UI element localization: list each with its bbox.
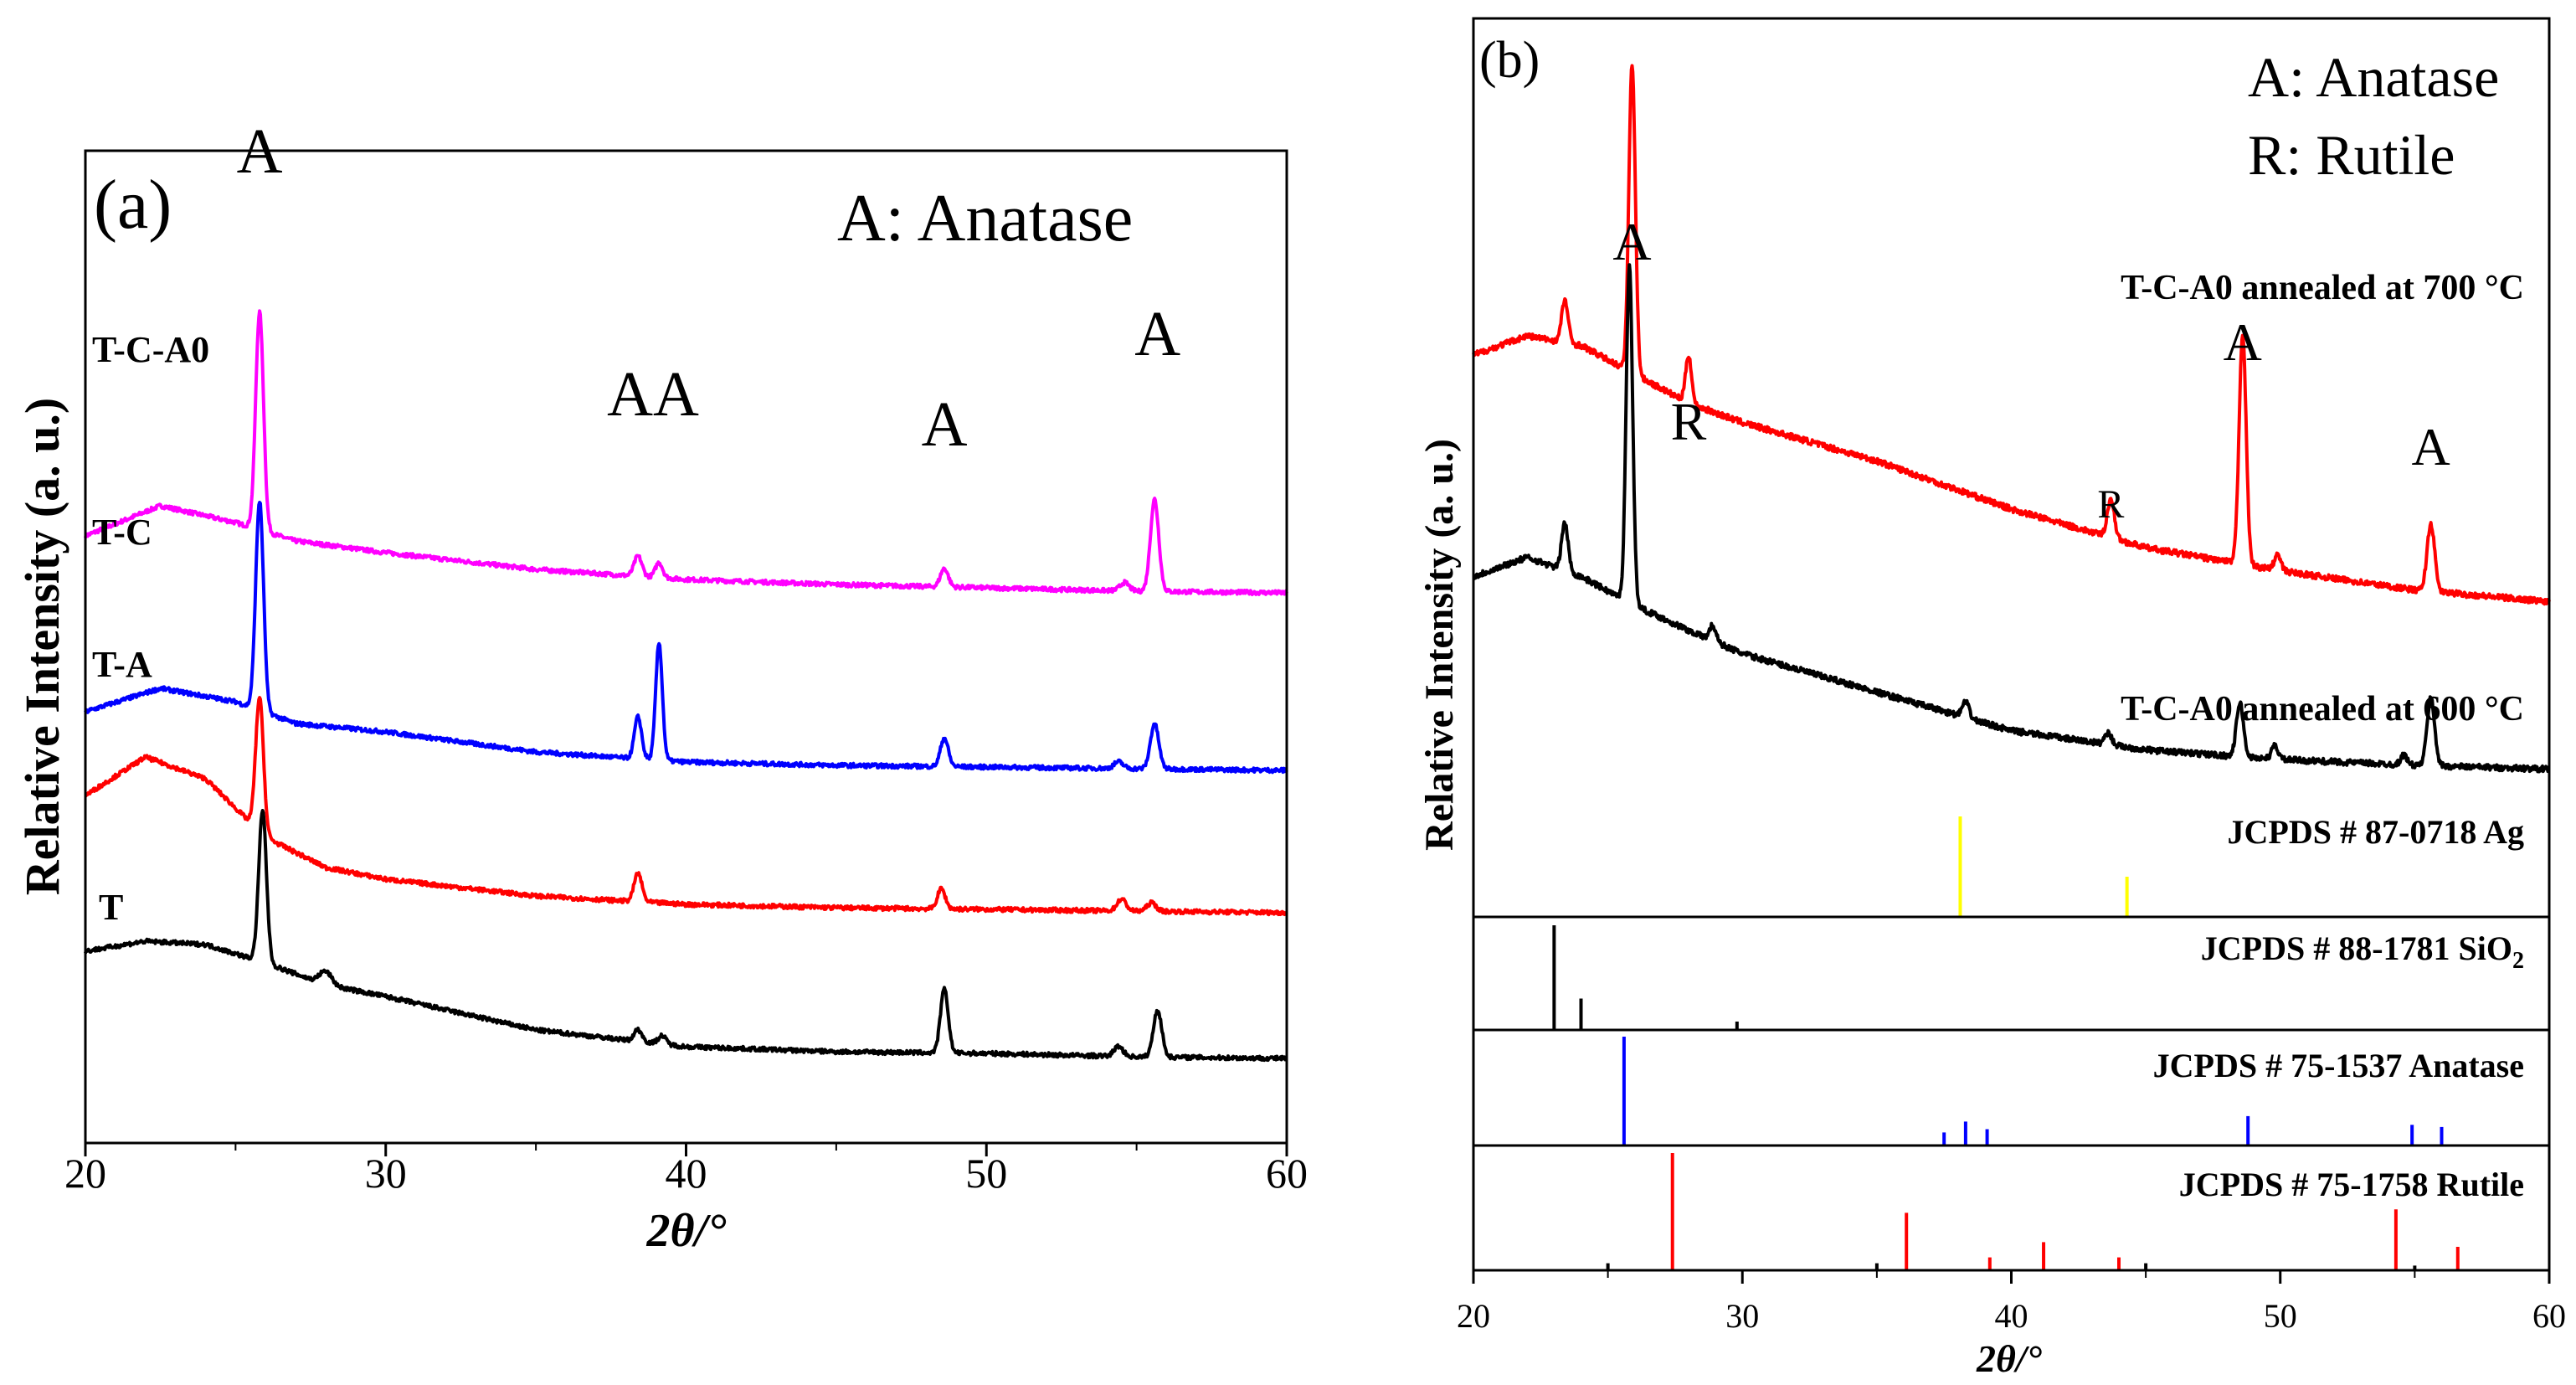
reference-label: JCPDS # 75-1537 Anatase [2153,1047,2524,1084]
x-tick-label: 30 [365,1150,407,1197]
peak-annotation: A [922,389,968,460]
series-line-700c [1472,64,2551,606]
peak-annotation: A [237,116,283,187]
peak-annotation: A [1612,212,1651,271]
x-tick-label: 50 [965,1150,1007,1197]
panel-b-legend-anatase: A: Anatase [2248,45,2499,109]
series-label-600: T-C-A0 annealed at 600 °C [2121,690,2524,729]
series-line-600c [1472,263,2551,774]
panel-b-chart: 20 30 40 50 60 (b) A: Anatase R: Rutile T-C-… [1417,17,2566,1380]
panel-b-label: (b) [1479,32,1540,89]
panel-a-legend: A: Anatase [837,182,1133,255]
reference-label: JCPDS # 88-1781 SiO2 [2201,929,2524,974]
panel-a-label: (a) [94,166,172,244]
x-tick-label: 40 [1995,1297,2028,1335]
panel-b-legend-rutile: R: Rutile [2248,123,2455,187]
peak-annotation: AA [607,359,699,430]
peak-annotation: A [2412,417,2450,476]
x-tick-label: 20 [64,1150,106,1197]
series-label-t: T [99,887,123,928]
peak-annotation: R [2097,482,2124,527]
series-label-t-c: T-C [92,512,152,553]
peak-annotation: R [1671,392,1707,451]
x-tick-label: 50 [2264,1297,2297,1335]
series-line-t-c [84,501,1288,775]
peak-annotation: A [2224,312,2262,372]
x-tick-label: 40 [666,1150,707,1197]
reference-label: JCPDS # 87-0718 Ag [2228,813,2524,851]
peak-annotation: A [1134,299,1180,369]
series-label-t-c-a0: T-C-A0 [92,329,209,370]
series-line-t [84,809,1288,1063]
panel-a-chart: 20 30 40 50 60 (a) A: Anatase T-C-A0T-CT-AT … [15,116,1308,1257]
series-label-t-a: T-A [92,644,152,685]
x-tick-label: 20 [1457,1297,1490,1335]
panel-a-ylabel: Relative Intensity (a. u.) [15,398,69,895]
series-line-t-c-a0 [84,309,1288,596]
series-line-t-a [84,696,1288,917]
panel-b-ylabel: Relative Intensity (a. u.) [1417,439,1462,851]
panel-a-xlabel: 2θ/° [645,1205,727,1257]
x-tick-label: 60 [2532,1297,2566,1335]
x-tick-label: 30 [1725,1297,1759,1335]
reference-label: JCPDS # 75-1758 Rutile [2179,1166,2524,1203]
x-tick-label: 60 [1266,1150,1308,1197]
panel-b-xlabel: 2θ/° [1976,1337,2043,1380]
series-label-700: T-C-A0 annealed at 700 °C [2121,269,2524,307]
